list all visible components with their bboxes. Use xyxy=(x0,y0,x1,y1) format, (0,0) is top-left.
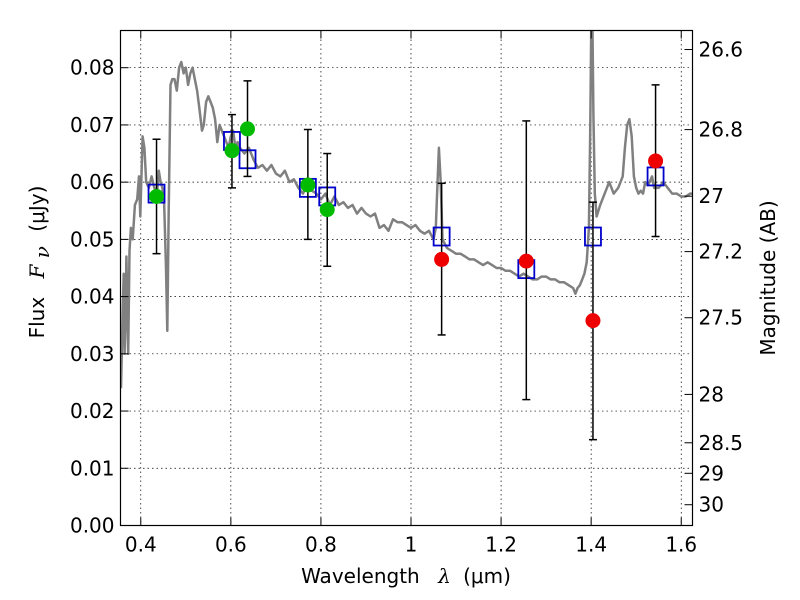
y-tick-label: 0.02 xyxy=(70,399,115,423)
plot-frame xyxy=(119,29,694,527)
optical-flux-point xyxy=(319,202,335,218)
right-tick-label: 27 xyxy=(699,184,724,208)
y-axis-unit: (μJy) xyxy=(25,186,49,232)
right-axis-label: Magnitude (AB) xyxy=(756,200,780,355)
y-axis-symbol: F xyxy=(25,263,49,279)
x-tick-label: 0.6 xyxy=(215,533,247,557)
y-tick-label: 0.08 xyxy=(70,56,115,80)
y-tick-label: 0.04 xyxy=(70,285,115,309)
x-axis-label: Wavelength λ (μm) xyxy=(301,564,511,588)
x-tick-label: 1 xyxy=(405,533,418,557)
y-axis-label: Flux F ν (μJy) xyxy=(25,186,54,339)
tick-labels: 0.4 0.6 0.8 1 1.2 1.4 1.6 0.00 0.01 0.02 0.03 0.04 0… xyxy=(70,38,743,557)
tick-marks xyxy=(120,30,693,526)
y-axis-label-text: Flux xyxy=(25,297,49,339)
x-axis-unit: (μm) xyxy=(463,564,511,588)
optical-flux-point xyxy=(224,143,240,159)
x-tick-label: 1.4 xyxy=(575,533,607,557)
right-tick-label: 29 xyxy=(699,461,724,485)
right-tick-label: 26.8 xyxy=(699,118,744,142)
y-tick-label: 0.03 xyxy=(70,342,115,366)
nir-flux-point xyxy=(518,253,534,269)
y-tick-label: 0.01 xyxy=(70,456,115,480)
nir-flux-point xyxy=(648,153,664,169)
right-tick-label: 26.6 xyxy=(699,38,744,62)
optical-flux-point xyxy=(240,121,256,137)
nir-flux-point xyxy=(434,251,450,267)
nir-flux-point xyxy=(585,313,601,329)
x-tick-label: 1.2 xyxy=(485,533,517,557)
x-tick-label: 0.4 xyxy=(125,533,157,557)
x-axis-label-text: Wavelength xyxy=(301,564,420,588)
right-tick-label: 28.5 xyxy=(699,431,744,455)
x-tick-label: 0.8 xyxy=(305,533,337,557)
right-tick-label: 27.2 xyxy=(699,240,744,264)
right-tick-label: 30 xyxy=(699,493,724,517)
right-tick-label: 27.5 xyxy=(699,306,744,330)
right-tick-label: 28 xyxy=(699,382,724,406)
y-tick-label: 0.00 xyxy=(70,514,115,538)
optical-flux-point xyxy=(300,177,316,193)
y-tick-label: 0.05 xyxy=(70,227,115,251)
y-tick-label: 0.06 xyxy=(70,170,115,194)
x-tick-label: 1.6 xyxy=(665,533,697,557)
sed-template-line xyxy=(120,30,693,389)
x-axis-symbol: λ xyxy=(437,564,451,588)
y-axis-subscript: ν xyxy=(30,246,54,258)
y-tick-label: 0.07 xyxy=(70,113,115,137)
plot-area xyxy=(120,30,693,441)
optical-flux-point xyxy=(149,188,165,204)
